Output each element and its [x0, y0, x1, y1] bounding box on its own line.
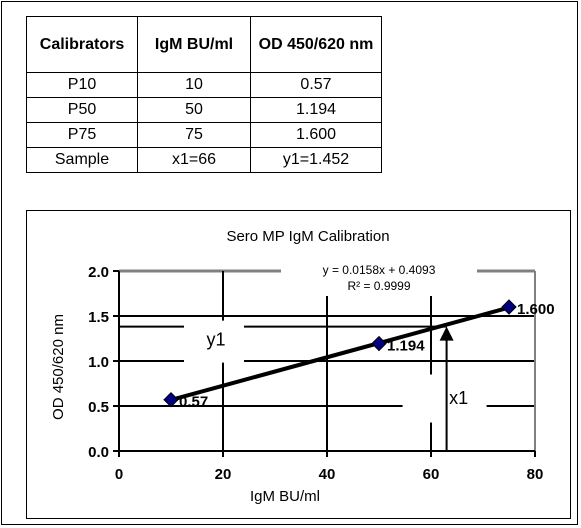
y-tick-label: 1.0 [88, 354, 109, 371]
x-axis-label: IgM BU/ml [250, 488, 320, 505]
table-cell: 1.194 [250, 97, 382, 123]
calibration-chart: Sero MP IgM Calibration OD 450/620 nm Ig… [50, 228, 555, 505]
r-squared-label: R² = 0.9999 [347, 279, 410, 293]
x-tick-label: 0 [115, 466, 123, 483]
y1-box [184, 320, 244, 363]
trendline [170, 305, 510, 402]
x-tick-label: 20 [215, 466, 232, 483]
table-header-row: Calibrators IgM BU/ml OD 450/620 nm [26, 16, 382, 73]
x-tick-label: 80 [527, 466, 544, 483]
data-point [163, 391, 179, 408]
table-cell: x1=66 [137, 147, 251, 173]
table-cell: y1=1.452 [250, 147, 382, 173]
data-point [371, 335, 387, 352]
axes-layer [113, 270, 536, 457]
equation-box [281, 260, 477, 296]
table-cell: 50 [137, 97, 251, 123]
table-cell: 10 [137, 72, 251, 98]
table-row: P10 10 0.57 [26, 72, 382, 98]
table-cell: Sample [26, 147, 138, 173]
x-tick-label: 40 [319, 466, 336, 483]
x1-arrowhead [439, 326, 454, 341]
trendline-layer [170, 305, 510, 402]
data-point [501, 299, 517, 315]
tick-label-layer: 0.0 0.5 1.0 1.5 2.0 0 20 40 60 80 [88, 264, 543, 483]
x-tick-label: 60 [423, 466, 440, 483]
table-cell: P50 [26, 97, 138, 123]
header-od: OD 450/620 nm [250, 16, 382, 73]
table-cell: 1.600 [250, 122, 382, 148]
grid-layer [119, 269, 536, 451]
points-layer: 0.57 1.194 1.600 [163, 299, 555, 411]
data-label: 1.194 [387, 338, 425, 355]
table-row: P75 75 1.600 [26, 122, 382, 148]
annotation-layer: y = 0.0158x + 0.4093 R² = 0.9999 y1 x1 [119, 260, 487, 451]
y-tick-label: 0.5 [88, 399, 109, 416]
data-label: 0.57 [179, 394, 208, 411]
y1-label: y1 [206, 330, 225, 350]
table-cell: P10 [26, 72, 138, 98]
chart-title: Sero MP IgM Calibration [226, 228, 389, 245]
table-row: Sample x1=66 y1=1.452 [26, 147, 382, 173]
data-label: 1.600 [517, 301, 555, 318]
header-calibrators: Calibrators [26, 16, 138, 73]
table-cell: P75 [26, 122, 138, 148]
chart-container: Sero MP IgM Calibration OD 450/620 nm Ig… [26, 210, 571, 519]
x1-box [402, 374, 487, 423]
header-igm: IgM BU/ml [137, 16, 251, 73]
y-tick-label: 0.0 [88, 444, 109, 461]
table-cell: 0.57 [250, 72, 382, 98]
y-tick-label: 1.5 [88, 309, 109, 326]
trendline-equation: y = 0.0158x + 0.4093 [323, 263, 436, 277]
y-tick-label: 2.0 [88, 264, 109, 281]
table-row: P50 50 1.194 [26, 97, 382, 123]
calibration-table: Calibrators IgM BU/ml OD 450/620 nm P10 … [26, 16, 382, 173]
x1-label: x1 [449, 388, 468, 408]
y-axis-label: OD 450/620 nm [50, 314, 67, 420]
table-cell: 75 [137, 122, 251, 148]
